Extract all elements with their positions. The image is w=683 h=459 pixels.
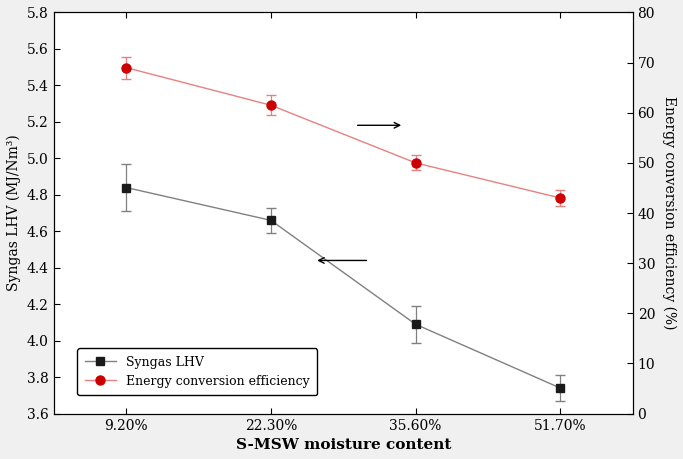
Y-axis label: Energy conversion efficiency (%): Energy conversion efficiency (%) bbox=[662, 96, 676, 330]
Legend: Syngas LHV, Energy conversion efficiency: Syngas LHV, Energy conversion efficiency bbox=[77, 348, 318, 395]
Y-axis label: Syngas LHV (MJ/Nm³): Syngas LHV (MJ/Nm³) bbox=[7, 134, 21, 291]
X-axis label: S-MSW moisture content: S-MSW moisture content bbox=[236, 438, 451, 452]
